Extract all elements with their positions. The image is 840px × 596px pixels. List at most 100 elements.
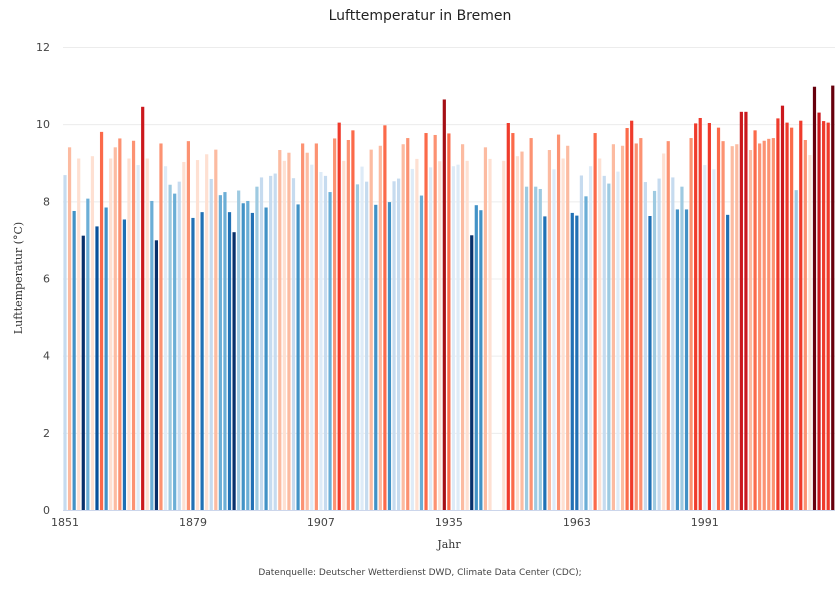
bar-2011[interactable] bbox=[794, 190, 798, 510]
bar-1880[interactable] bbox=[195, 160, 200, 511]
bar-1982[interactable] bbox=[662, 153, 666, 511]
bar-2014[interactable] bbox=[808, 155, 812, 510]
bar-1933[interactable] bbox=[438, 161, 442, 510]
bar-1868[interactable] bbox=[141, 106, 145, 511]
bar-1908[interactable] bbox=[323, 175, 328, 510]
bar-1949[interactable] bbox=[511, 133, 515, 511]
bar-1904[interactable] bbox=[305, 152, 309, 510]
bar-1993[interactable] bbox=[712, 169, 716, 510]
bar-1971[interactable] bbox=[611, 144, 615, 511]
bar-1860[interactable] bbox=[104, 207, 108, 510]
bar-1856[interactable] bbox=[86, 198, 90, 510]
bar-1870[interactable] bbox=[150, 200, 154, 510]
bar-1992[interactable] bbox=[707, 123, 711, 510]
bar-1901[interactable] bbox=[291, 178, 296, 510]
bar-1861[interactable] bbox=[109, 158, 113, 510]
bar-1874[interactable] bbox=[168, 184, 172, 511]
bar-1968[interactable] bbox=[598, 158, 602, 510]
bar-1986[interactable] bbox=[680, 186, 684, 511]
bar-2009[interactable] bbox=[785, 122, 789, 511]
bar-1965[interactable] bbox=[584, 196, 588, 510]
bar-1871[interactable] bbox=[154, 240, 158, 511]
bar-1935[interactable] bbox=[447, 133, 451, 510]
bar-1941[interactable] bbox=[474, 205, 478, 510]
bar-1991[interactable] bbox=[703, 165, 707, 510]
bar-1913[interactable] bbox=[346, 139, 350, 511]
bar-1891[interactable] bbox=[246, 200, 250, 510]
bar-1952[interactable] bbox=[524, 186, 529, 511]
bar-1948[interactable] bbox=[506, 123, 510, 510]
bar-1892[interactable] bbox=[250, 212, 254, 510]
bar-1956[interactable] bbox=[543, 216, 547, 510]
bar-1983[interactable] bbox=[666, 141, 670, 510]
bar-1966[interactable] bbox=[588, 166, 593, 510]
bar-1909[interactable] bbox=[328, 192, 332, 510]
bar-1885[interactable] bbox=[218, 195, 222, 510]
bar-1922[interactable] bbox=[387, 202, 392, 510]
bar-2007[interactable] bbox=[776, 118, 780, 510]
bar-1954[interactable] bbox=[534, 186, 538, 511]
bar-1883[interactable] bbox=[209, 178, 213, 510]
bar-2018[interactable] bbox=[826, 122, 830, 511]
bar-2015[interactable] bbox=[812, 86, 817, 511]
bar-1907[interactable] bbox=[319, 172, 323, 510]
bar-1973[interactable] bbox=[620, 145, 625, 510]
bar-1864[interactable] bbox=[122, 219, 127, 510]
bar-1855[interactable] bbox=[81, 235, 85, 511]
bar-1903[interactable] bbox=[301, 143, 305, 510]
bar-2004[interactable] bbox=[762, 140, 766, 510]
bar-1930[interactable] bbox=[424, 133, 428, 511]
bar-2006[interactable] bbox=[771, 138, 775, 510]
bar-1887[interactable] bbox=[227, 212, 232, 510]
bar-1943[interactable] bbox=[483, 147, 488, 510]
bar-1914[interactable] bbox=[351, 130, 355, 510]
bar-1854[interactable] bbox=[77, 158, 81, 510]
bar-1910[interactable] bbox=[333, 138, 337, 510]
bar-1942[interactable] bbox=[479, 210, 483, 510]
bar-2003[interactable] bbox=[758, 143, 762, 510]
bar-1970[interactable] bbox=[607, 183, 611, 510]
bar-1987[interactable] bbox=[684, 209, 689, 510]
bar-1876[interactable] bbox=[177, 181, 181, 510]
bar-1898[interactable] bbox=[278, 150, 282, 510]
bar-1920[interactable] bbox=[378, 145, 382, 510]
bar-1893[interactable] bbox=[255, 186, 259, 511]
bar-1905[interactable] bbox=[310, 164, 314, 510]
bar-1969[interactable] bbox=[602, 175, 606, 510]
bar-1934[interactable] bbox=[442, 99, 446, 510]
bar-1853[interactable] bbox=[72, 210, 76, 511]
bar-1919[interactable] bbox=[374, 204, 378, 510]
bar-1866[interactable] bbox=[131, 140, 136, 510]
bar-1899[interactable] bbox=[282, 160, 286, 510]
bar-1976[interactable] bbox=[634, 143, 638, 510]
bar-2005[interactable] bbox=[767, 138, 771, 510]
bar-1985[interactable] bbox=[675, 209, 679, 510]
bar-1872[interactable] bbox=[159, 143, 163, 510]
bar-1858[interactable] bbox=[95, 226, 99, 510]
bar-1963[interactable] bbox=[575, 215, 579, 511]
bar-2000[interactable] bbox=[744, 111, 748, 510]
bar-1981[interactable] bbox=[657, 178, 661, 510]
bar-2013[interactable] bbox=[803, 139, 807, 511]
bar-1862[interactable] bbox=[113, 147, 117, 510]
bar-1857[interactable] bbox=[90, 156, 95, 510]
bar-1997[interactable] bbox=[730, 146, 734, 510]
bar-1881[interactable] bbox=[200, 212, 204, 510]
bar-1859[interactable] bbox=[99, 131, 104, 510]
bar-1998[interactable] bbox=[735, 144, 739, 511]
bar-1888[interactable] bbox=[232, 232, 236, 510]
bar-1979[interactable] bbox=[648, 216, 652, 510]
bar-2001[interactable] bbox=[748, 150, 753, 510]
bar-1918[interactable] bbox=[369, 149, 373, 510]
bar-1953[interactable] bbox=[529, 138, 533, 510]
bar-1921[interactable] bbox=[383, 125, 387, 510]
bar-1999[interactable] bbox=[739, 111, 743, 510]
bar-1917[interactable] bbox=[365, 181, 369, 510]
bar-1916[interactable] bbox=[360, 166, 364, 511]
bar-1865[interactable] bbox=[127, 158, 131, 510]
bar-1989[interactable] bbox=[694, 123, 698, 511]
bar-1932[interactable] bbox=[433, 134, 437, 510]
bar-1884[interactable] bbox=[214, 149, 218, 510]
bar-1878[interactable] bbox=[186, 141, 190, 510]
bar-1852[interactable] bbox=[67, 147, 72, 510]
